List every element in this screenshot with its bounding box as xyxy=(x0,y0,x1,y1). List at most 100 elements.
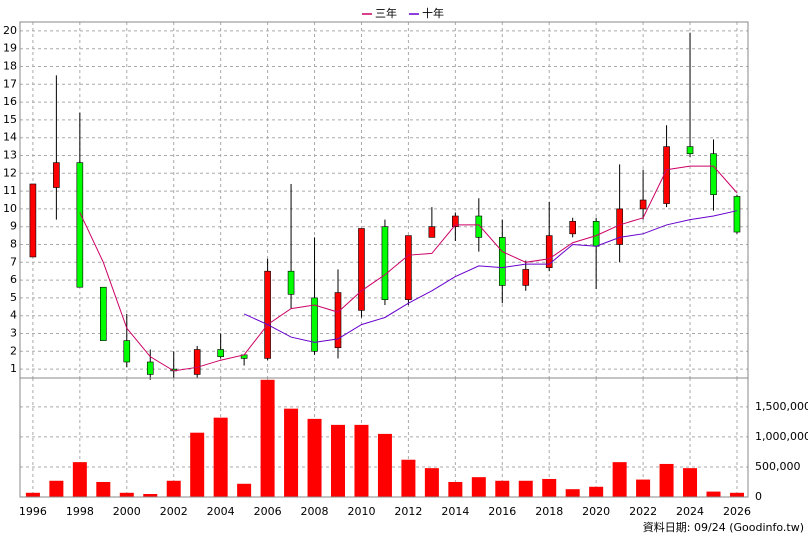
y-tick-label: 1,000,000 xyxy=(755,430,808,443)
volume-bar xyxy=(589,486,604,497)
candle-body xyxy=(264,270,271,359)
candle-body xyxy=(405,235,412,300)
volume-bar xyxy=(729,492,744,497)
volume-bar xyxy=(25,492,40,497)
candle-body xyxy=(358,228,365,311)
volume-bar xyxy=(424,468,439,497)
y-tick-label: 19 xyxy=(3,42,17,55)
candle-body xyxy=(381,226,389,300)
legend-label: 十年 xyxy=(422,6,444,20)
volume-bar xyxy=(213,417,228,497)
volume-bar xyxy=(284,408,299,497)
volume-bar xyxy=(307,418,322,497)
x-tick-label: 2014 xyxy=(441,505,469,518)
volume-bar xyxy=(72,462,87,497)
y-tick-label: 5 xyxy=(10,291,17,304)
volume-bar xyxy=(706,491,721,497)
y-tick-label: 0 xyxy=(755,490,762,503)
candle-body xyxy=(146,361,154,375)
x-tick-label: 2016 xyxy=(488,505,516,518)
x-tick-label: 2004 xyxy=(207,505,235,518)
x-tick-label: 2018 xyxy=(535,505,563,518)
y-tick-label: 14 xyxy=(3,131,17,144)
volume-bar xyxy=(542,478,557,497)
volume-bar xyxy=(166,480,181,497)
y-tick-label: 17 xyxy=(3,77,17,90)
volume-bar xyxy=(471,477,486,497)
candle-body xyxy=(569,221,576,235)
candle-body xyxy=(287,270,295,295)
candle-body xyxy=(311,297,318,352)
y-tick-label: 7 xyxy=(10,255,17,268)
volume-bar xyxy=(96,481,111,497)
y-tick-label: 10 xyxy=(3,202,17,215)
y-tick-label: 9 xyxy=(10,220,17,233)
y-tick-label: 13 xyxy=(3,149,17,162)
candle-body xyxy=(545,235,553,268)
y-tick-label: 6 xyxy=(10,273,17,286)
volume-bar xyxy=(659,463,674,497)
volume-bar xyxy=(237,483,252,497)
y-tick-label: 16 xyxy=(3,95,17,108)
volume-bar xyxy=(377,433,392,497)
x-tick-label: 1996 xyxy=(19,505,47,518)
y-tick-label: 1,500,000 xyxy=(755,400,808,413)
x-tick-label: 2006 xyxy=(254,505,282,518)
candle-body xyxy=(616,208,623,245)
y-tick-label: 8 xyxy=(10,238,17,251)
x-tick-label: 2002 xyxy=(160,505,188,518)
x-tick-label: 2022 xyxy=(629,505,657,518)
y-tick-label: 11 xyxy=(3,184,17,197)
volume-bar xyxy=(518,480,533,497)
y-tick-label: 500,000 xyxy=(755,460,801,473)
candle-body xyxy=(29,183,37,258)
volume-bar xyxy=(190,432,205,497)
volume-bar xyxy=(119,492,134,497)
candle-body xyxy=(475,215,483,238)
x-tick-label: 2026 xyxy=(723,505,751,518)
volume-bar xyxy=(612,462,627,497)
ma-line xyxy=(243,210,738,343)
y-tick-label: 2 xyxy=(10,344,17,357)
y-tick-label: 1 xyxy=(10,362,17,375)
candle-body xyxy=(592,221,600,247)
candle-body xyxy=(428,226,436,238)
candle-body xyxy=(686,146,694,155)
volume-bar xyxy=(260,379,275,497)
volume-bar xyxy=(565,489,580,497)
y-tick-label: 4 xyxy=(10,309,17,322)
y-tick-label: 3 xyxy=(10,327,17,340)
plot-frame xyxy=(19,377,749,498)
y-tick-label: 18 xyxy=(3,60,17,73)
volume-bar xyxy=(331,424,346,497)
ma-line xyxy=(79,165,738,372)
candle-body xyxy=(522,269,530,286)
footer: 資料日期: 09/24 (Goodinfo.tw) xyxy=(643,520,804,534)
volume-bar xyxy=(495,480,510,497)
x-tick-label: 2012 xyxy=(394,505,422,518)
candle-body xyxy=(733,196,741,233)
x-tick-label: 1998 xyxy=(66,505,94,518)
x-tick-label: 2000 xyxy=(113,505,141,518)
y-tick-label: 15 xyxy=(3,113,17,126)
volume-bar xyxy=(354,424,369,497)
volume-bar xyxy=(683,468,698,497)
volume-bar xyxy=(448,481,463,497)
volume-bar xyxy=(401,459,416,497)
candle-body xyxy=(123,340,131,363)
x-tick-label: 2010 xyxy=(347,505,375,518)
candle-body xyxy=(53,162,60,188)
y-tick-label: 20 xyxy=(3,24,17,37)
candle-body xyxy=(710,153,717,195)
candle-body xyxy=(100,286,107,341)
candle-body xyxy=(498,237,506,286)
x-tick-label: 2020 xyxy=(582,505,610,518)
volume-bar xyxy=(143,493,158,497)
legend-label: 三年 xyxy=(375,6,397,20)
candle-body xyxy=(193,349,201,375)
candle-body xyxy=(639,199,647,210)
y-tick-label: 12 xyxy=(3,166,17,179)
x-tick-label: 2008 xyxy=(301,505,329,518)
